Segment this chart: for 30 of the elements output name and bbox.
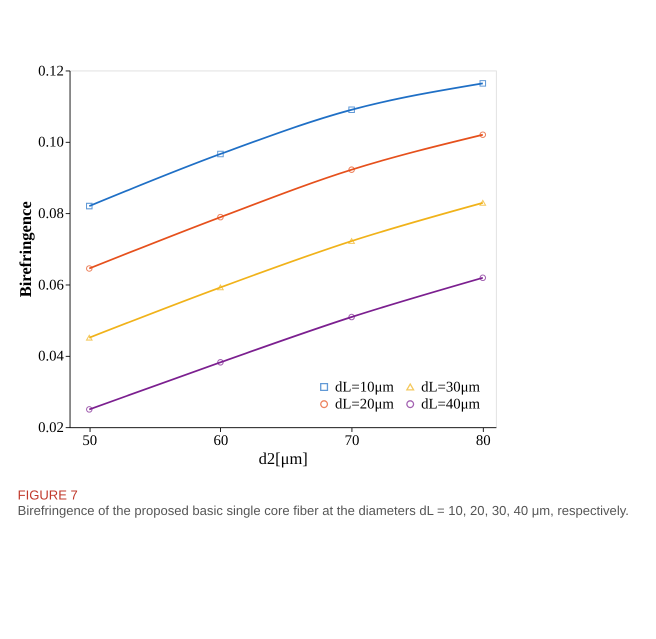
legend-label: dL=20μm: [334, 396, 394, 413]
x-tick-label: 70: [344, 433, 360, 450]
point: [217, 359, 224, 366]
text: FIGURE 7: [18, 487, 78, 502]
point: [348, 314, 355, 320]
y-tick-label: 0.10: [38, 134, 64, 151]
y-tick-label: 0.06: [38, 277, 64, 294]
legend-label: dL=10μm: [334, 379, 394, 396]
y-tick-label: 0.12: [38, 63, 64, 80]
legend-label: dL=40μm: [421, 396, 481, 413]
y-axis-title: Birefringence: [16, 201, 36, 298]
point: [480, 200, 486, 206]
x-axis-title: d2[μm]: [258, 449, 308, 468]
text: Birefringence of the proposed basic single core fiber at the diameters dL = 10, 20, 30, 40 μm, respectively.: [18, 503, 629, 518]
y-tick-label: 0.08: [38, 206, 64, 222]
point: [480, 80, 486, 87]
y-tick-label: 0.02: [38, 420, 64, 436]
x-tick-label: 60: [213, 433, 228, 450]
point: [217, 284, 224, 290]
point: [86, 334, 93, 341]
legend-label: dL=30μm: [421, 379, 481, 396]
point: [348, 238, 355, 244]
point: [86, 202, 93, 210]
point: [348, 166, 355, 173]
x-tick-label: 50: [82, 433, 98, 450]
x-tick-label: 80: [476, 433, 491, 450]
point: [217, 150, 224, 158]
point: [348, 106, 355, 114]
y-tick-label: 0.04: [38, 348, 65, 365]
point: [217, 214, 224, 220]
